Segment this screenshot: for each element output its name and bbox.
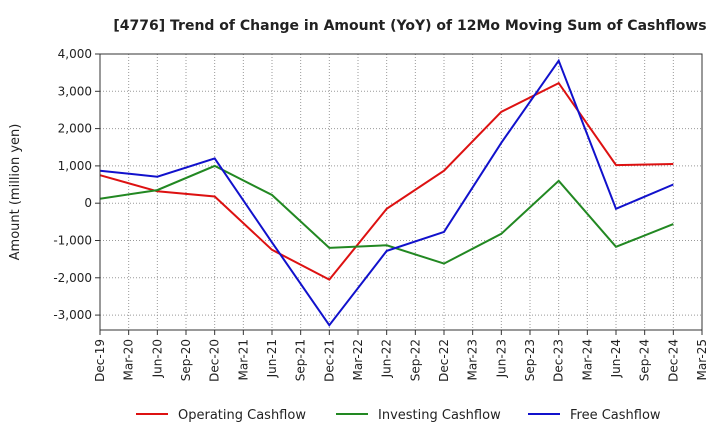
y-tick-label: -2,000 [53, 271, 92, 285]
x-tick-label: Mar-25 [695, 339, 709, 380]
x-tick-label: Dec-19 [93, 339, 107, 382]
legend-label-free-cashflow: Free Cashflow [570, 408, 661, 423]
x-tick-label: Mar-24 [580, 339, 594, 380]
x-tick-label: Jun-23 [494, 339, 508, 378]
x-tick-label: Jun-22 [380, 339, 394, 378]
series-line-free-cashflow [99, 58, 674, 327]
chart-title: [4776] Trend of Change in Amount (YoY) o… [113, 18, 706, 34]
x-tick-label: Jun-21 [265, 339, 279, 378]
plot-frame [99, 53, 703, 331]
x-tick-label: Dec-20 [208, 339, 222, 382]
y-tick-label: 4,000 [58, 47, 92, 61]
x-tick-label: Dec-22 [437, 339, 451, 382]
x-tick-label: Sep-21 [294, 339, 308, 381]
x-tick-label: Jun-20 [150, 339, 164, 378]
series-line-investing-cashflow [99, 164, 674, 265]
series-lines [99, 58, 674, 327]
y-axis-ticks: 4,000 3,000 2,000 1,000 0 -1,000 -2,000 -3,000 [53, 47, 100, 322]
x-tick-label: Sep-22 [408, 339, 422, 381]
x-tick-label: Dec-23 [552, 339, 566, 382]
legend-label-operating-cashflow: Operating Cashflow [178, 408, 306, 423]
x-tick-label: Mar-22 [351, 339, 365, 380]
grid [99, 53, 703, 330]
y-tick-label: 3,000 [58, 84, 92, 98]
x-tick-label: Dec-24 [666, 339, 680, 382]
y-axis-label: Amount (million yen) [8, 124, 23, 261]
x-tick-label: Jun-24 [609, 339, 623, 378]
x-tick-label: Mar-21 [236, 339, 250, 380]
x-tick-label: Mar-20 [122, 339, 136, 380]
y-tick-label: 2,000 [58, 122, 92, 136]
y-tick-label: -3,000 [53, 308, 92, 322]
legend-label-investing-cashflow: Investing Cashflow [378, 408, 501, 423]
x-tick-label: Mar-23 [466, 339, 480, 380]
legend: Operating Cashflow Investing Cashflow Free… [136, 408, 661, 423]
y-tick-label: 1,000 [58, 159, 92, 173]
y-tick-label: 0 [84, 196, 92, 210]
x-tick-label: Sep-20 [179, 339, 193, 381]
x-tick-label: Sep-24 [638, 339, 652, 381]
x-tick-label: Sep-23 [523, 339, 537, 381]
y-tick-label: -1,000 [53, 233, 92, 247]
x-tick-label: Dec-21 [322, 339, 336, 382]
x-axis-ticks: Dec-19 Mar-20 Jun-20 Sep-20 Dec-20 Mar-21 Jun-… [93, 330, 709, 382]
